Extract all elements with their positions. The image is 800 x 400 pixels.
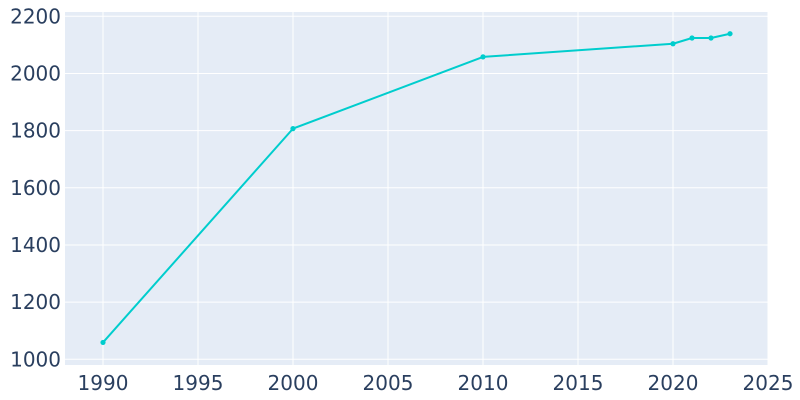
data-point bbox=[708, 35, 714, 41]
y-gridlines bbox=[65, 15, 768, 360]
x-tick-label: 2010 bbox=[458, 371, 509, 395]
series-layer bbox=[100, 31, 733, 346]
x-tick-label: 2020 bbox=[648, 371, 699, 395]
data-point bbox=[689, 35, 695, 41]
data-point bbox=[727, 31, 733, 37]
plot-area bbox=[65, 12, 768, 365]
y-tick-label: 1200 bbox=[10, 290, 61, 314]
x-tick-label: 1995 bbox=[173, 371, 224, 395]
data-point bbox=[290, 126, 296, 132]
x-axis-tick-labels: 1990 1995 2000 2005 2010 2015 2020 2025 bbox=[78, 371, 794, 395]
x-gridlines bbox=[102, 12, 769, 365]
y-tick-label: 1600 bbox=[10, 176, 61, 200]
x-tick-label: 2000 bbox=[268, 371, 319, 395]
y-axis-tick-labels: 1000 1200 1400 1600 1800 2000 2200 bbox=[10, 4, 61, 371]
x-tick-label: 2025 bbox=[743, 371, 794, 395]
data-point bbox=[100, 339, 106, 346]
y-tick-label: 1000 bbox=[10, 347, 61, 371]
data-point bbox=[480, 54, 486, 60]
y-tick-label: 2200 bbox=[10, 4, 61, 28]
x-tick-label: 1990 bbox=[78, 371, 129, 395]
x-tick-label: 2005 bbox=[363, 371, 414, 395]
y-tick-label: 1400 bbox=[10, 233, 61, 257]
y-tick-label: 1800 bbox=[10, 119, 61, 143]
x-tick-label: 2015 bbox=[553, 371, 604, 395]
y-tick-label: 2000 bbox=[10, 61, 61, 85]
data-point bbox=[670, 41, 676, 47]
